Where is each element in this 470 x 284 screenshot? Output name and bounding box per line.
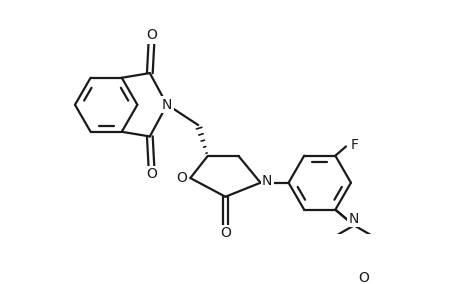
- Text: F: F: [351, 138, 359, 152]
- Text: O: O: [146, 28, 157, 42]
- Text: O: O: [359, 271, 369, 284]
- Text: O: O: [220, 226, 231, 240]
- Text: N: N: [349, 212, 359, 226]
- Text: O: O: [177, 171, 188, 185]
- Text: O: O: [146, 167, 157, 181]
- Text: N: N: [262, 174, 272, 188]
- Text: N: N: [162, 98, 172, 112]
